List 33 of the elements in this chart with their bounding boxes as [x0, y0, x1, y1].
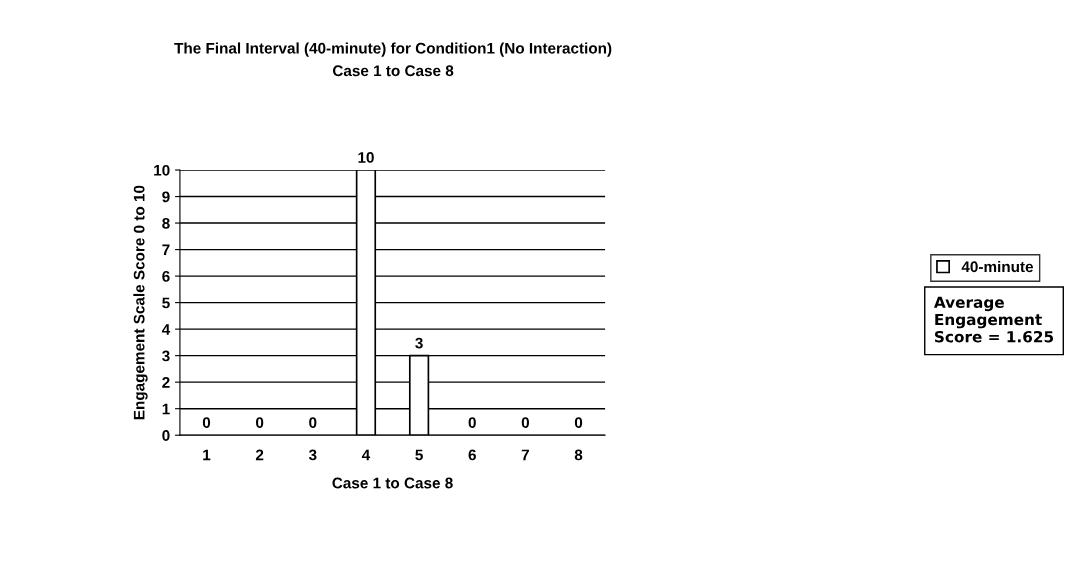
- x-tick-label: 7: [521, 449, 529, 461]
- data-label: 0: [574, 417, 583, 429]
- y-tick-label: 3: [162, 350, 170, 362]
- y-tick-label: 9: [162, 191, 170, 203]
- text: Average Engagement Score = 1.625: [933, 296, 1054, 343]
- y-tick-label: 7: [162, 244, 170, 256]
- data-label: 0: [309, 417, 317, 429]
- data-label: 0: [256, 417, 264, 429]
- x-tick-label: 1: [203, 449, 211, 461]
- y-tick-label: 1: [162, 403, 170, 415]
- data-label: 10: [358, 152, 374, 163]
- chart-title: The Final Interval (40-minute) for Condition1 (No Interaction): [174, 42, 612, 57]
- legend-label: 40-minute: [961, 260, 1034, 273]
- y-tick-label: 5: [162, 297, 170, 309]
- x-tick-label: 5: [415, 449, 423, 461]
- y-tick-label: 0: [162, 430, 170, 441]
- x-tick-label: 2: [255, 449, 264, 461]
- y-tick-label: 10: [154, 164, 170, 176]
- y-tick-label: 6: [162, 270, 170, 282]
- data-label: 0: [521, 417, 530, 429]
- y-tick-label: 8: [162, 217, 170, 229]
- data-label: 0: [202, 417, 211, 429]
- y-tick-label: 4: [161, 324, 171, 335]
- data-label: 3: [415, 337, 423, 349]
- y-tick-label: 2: [162, 377, 170, 388]
- x-tick-label: 8: [574, 449, 583, 461]
- data-label: 0: [468, 417, 476, 429]
- y-axis-title: Engagement Scale Score 0 to 10: [133, 185, 148, 420]
- chart-subtitle: Case 1 to Case 8: [332, 65, 454, 77]
- x-tick-label: 3: [308, 449, 317, 461]
- x-tick-label: 6: [468, 449, 476, 461]
- x-tick-label: 4: [361, 449, 371, 461]
- x-axis-title: Case 1 to Case 8: [332, 477, 453, 489]
